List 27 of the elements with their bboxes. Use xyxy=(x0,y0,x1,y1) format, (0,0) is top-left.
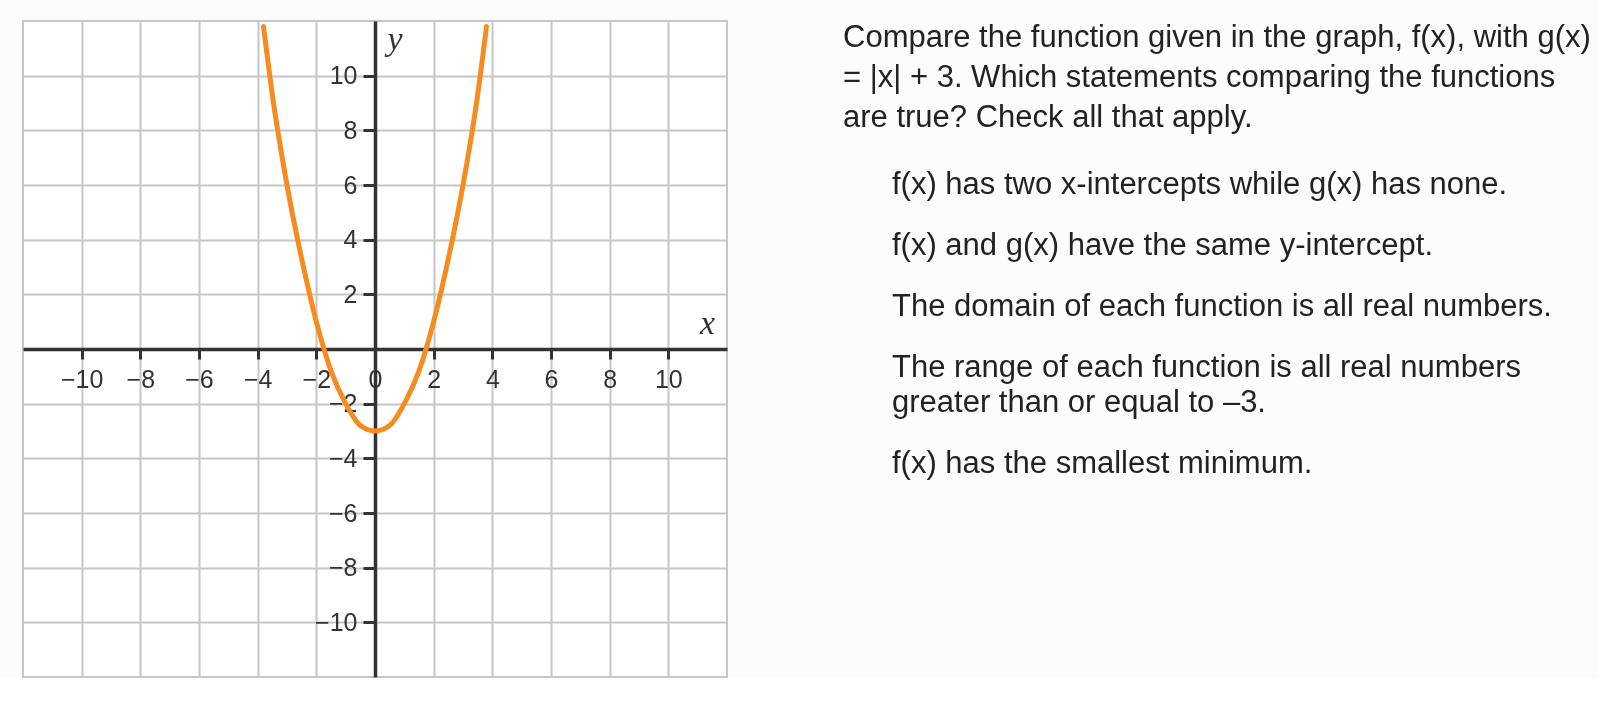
x-tick-label: 10 xyxy=(654,364,683,393)
text: f(x) and g(x) have the same y-intercept. xyxy=(892,227,1434,262)
y-tick-label: −4 xyxy=(328,443,358,472)
y-tick-label: 8 xyxy=(343,115,358,144)
x-tick-label: −10 xyxy=(60,364,104,393)
x-tick-label: −4 xyxy=(243,364,273,393)
text: f(x) has two x-intercepts while g(x) has none. xyxy=(892,166,1508,201)
text: The range of each function is all real numbers greater than or equal to –3. xyxy=(892,349,1521,419)
y-tick-label: 2 xyxy=(343,279,358,308)
x-tick-label: −6 xyxy=(185,364,214,393)
y-tick-label: −10 xyxy=(315,607,358,636)
x-tick-label: 8 xyxy=(603,364,618,393)
y-tick-label: −8 xyxy=(328,553,358,582)
x-tick-label: 4 xyxy=(485,364,500,393)
x-tick-label: −8 xyxy=(126,364,156,393)
y-tick-label: 4 xyxy=(343,225,358,254)
y-tick-label: 10 xyxy=(329,61,358,90)
y-tick-label: 6 xyxy=(343,170,358,199)
y-axis-title: y xyxy=(384,19,404,57)
text: f(x) has the smallest minimum. xyxy=(892,445,1313,480)
y-tick-label: −6 xyxy=(328,498,358,527)
x-tick-label: −2 xyxy=(302,364,332,393)
x-tick-label: 2 xyxy=(427,364,442,393)
x-axis-title: x xyxy=(698,303,716,341)
text: The domain of each function is all real numbers. xyxy=(892,288,1552,323)
x-tick-label: 6 xyxy=(544,364,559,393)
text: Compare the function given in the graph, f(x), with g(x) = |x| + 3. Which statements comparing the functions are true? Check all that apply. xyxy=(843,19,1591,134)
